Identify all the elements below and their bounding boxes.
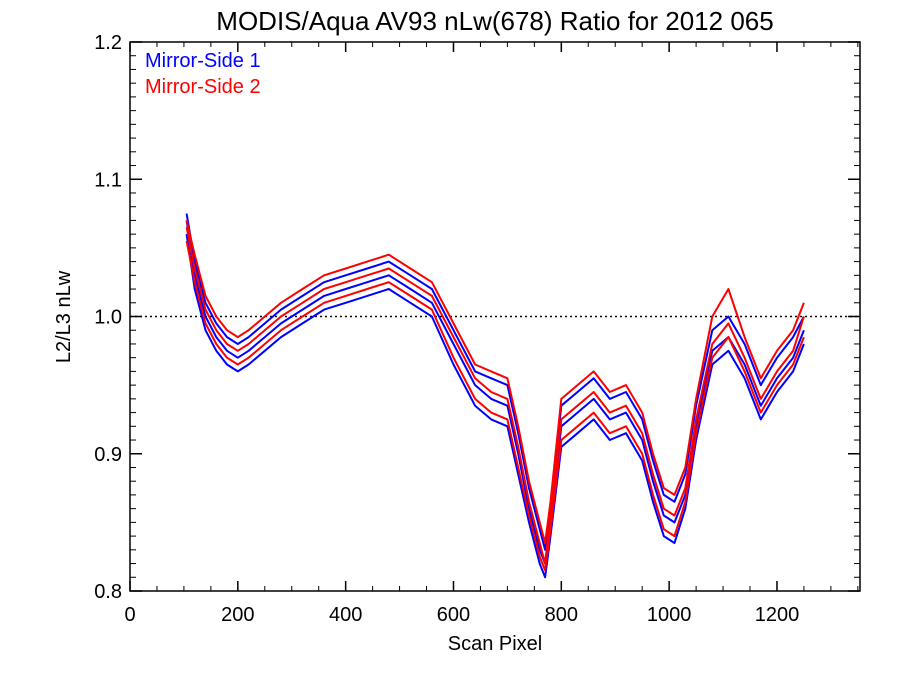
chart-title: MODIS/Aqua AV93 nLw(678) Ratio for 2012 …	[216, 6, 773, 36]
y-axis-label: L2/L3 nLw	[53, 270, 75, 363]
y-tick-label: 1.0	[94, 307, 122, 329]
x-tick-label: 800	[545, 604, 578, 626]
x-tick-label: 0	[124, 604, 135, 626]
x-tick-label: 200	[221, 604, 254, 626]
series-line-1	[185, 220, 805, 565]
series-line-4	[185, 227, 805, 565]
series-layer	[185, 213, 805, 579]
series-line-3	[185, 213, 805, 551]
y-tick-label: 1.1	[94, 169, 122, 191]
y-tick-label: 0.8	[94, 581, 122, 603]
x-axis: 0 200 400 600 800 1000 1200	[124, 42, 859, 626]
series-line-6	[185, 220, 805, 544]
x-tick-label: 400	[329, 604, 362, 626]
y-tick-label: 0.9	[94, 444, 122, 466]
series-line-2	[185, 233, 805, 579]
legend-entry-mirror-side-2: Mirror-Side 2	[145, 76, 261, 98]
legend: Mirror-Side 1 Mirror-Side 2	[145, 50, 261, 98]
legend-entry-mirror-side-1: Mirror-Side 1	[145, 50, 261, 72]
y-tick-label: 1.2	[94, 32, 122, 54]
series-line-5	[185, 240, 805, 572]
x-tick-label: 1200	[755, 604, 800, 626]
x-tick-label: 1000	[647, 604, 692, 626]
x-tick-label: 600	[437, 604, 470, 626]
x-axis-label: Scan Pixel	[448, 633, 543, 655]
y-axis: 0.8 0.9 1.0 1.1 1.2	[94, 32, 860, 603]
